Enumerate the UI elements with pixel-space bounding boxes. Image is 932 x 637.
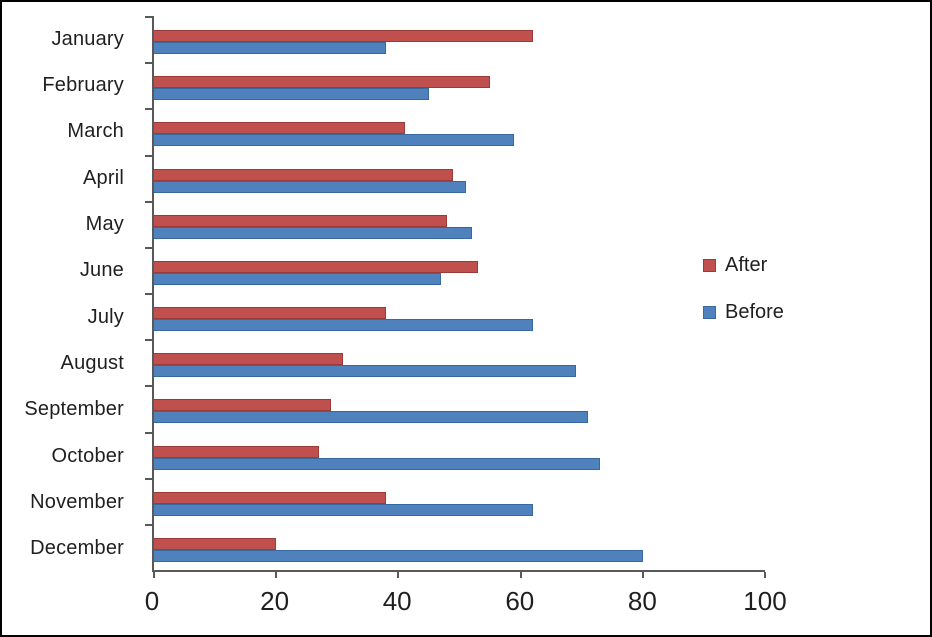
- category-axis-tick: [145, 339, 153, 342]
- category-row: [145, 385, 765, 431]
- bar-after-february: [154, 76, 491, 89]
- bar-before-october: [154, 457, 601, 470]
- category-axis-tick: [145, 477, 153, 480]
- bar-before-september: [154, 411, 588, 424]
- value-axis-tick: [641, 572, 644, 578]
- value-axis-label-20: 20: [260, 586, 290, 616]
- category-axis-tick: [145, 523, 153, 526]
- bar-before-december: [154, 549, 643, 562]
- category-axis-tick: [145, 154, 153, 157]
- category-axis-tick: [145, 293, 153, 296]
- before-series-swatch-icon: [703, 305, 716, 319]
- value-axis-tick: [519, 572, 522, 578]
- value-axis-tick: [153, 572, 155, 578]
- category-label-march: March: [67, 120, 124, 143]
- bar-after-may: [154, 214, 448, 227]
- category-row: [145, 246, 765, 293]
- category-row: [145, 293, 765, 339]
- bar-before-august: [154, 365, 576, 378]
- category-row: [145, 62, 765, 108]
- bar-before-november: [154, 503, 533, 516]
- bar-after-november: [154, 491, 387, 504]
- value-axis-label-40: 40: [382, 586, 412, 616]
- legend-item-before: Before: [703, 300, 823, 323]
- bar-after-march: [154, 122, 405, 135]
- category-label-august: August: [60, 351, 124, 374]
- category-axis-tick: [145, 62, 153, 65]
- legend-item-after: After: [703, 253, 823, 276]
- category-row: [145, 16, 765, 62]
- category-axis-tick: [145, 431, 153, 434]
- category-label-december: December: [30, 537, 124, 560]
- bar-before-june: [154, 272, 442, 285]
- category-axis-tick: [145, 246, 153, 249]
- bar-after-december: [154, 537, 277, 550]
- value-axis-tick: [275, 572, 278, 578]
- category-axis-tick: [145, 16, 153, 18]
- category-label-february: February: [42, 73, 124, 96]
- bar-after-october: [154, 445, 319, 458]
- value-axis-tick: [397, 572, 400, 578]
- value-axis-label-80: 80: [627, 586, 657, 616]
- category-axis-tick: [145, 385, 153, 388]
- value-axis-label-100: 100: [743, 586, 787, 616]
- value-axis-tick: [764, 572, 766, 578]
- bar-after-january: [154, 30, 533, 42]
- bar-before-february: [154, 88, 429, 101]
- bar-before-july: [154, 319, 533, 332]
- value-axis-label-60: 60: [505, 586, 535, 616]
- category-row: [145, 200, 765, 247]
- category-label-november: November: [30, 490, 124, 513]
- category-row: [145, 431, 765, 478]
- bar-before-may: [154, 226, 472, 239]
- bar-after-june: [154, 260, 478, 273]
- category-row: [145, 339, 765, 385]
- value-axis-label-0: 0: [144, 586, 160, 616]
- bar-after-april: [154, 168, 454, 181]
- bar-after-july: [154, 307, 387, 320]
- category-label-october: October: [51, 444, 124, 467]
- legend-label-before: Before: [725, 300, 784, 323]
- category-axis-tick: [145, 108, 153, 111]
- category-row: [145, 108, 765, 154]
- category-label-april: April: [82, 166, 124, 189]
- bar-after-september: [154, 399, 332, 412]
- bar-after-august: [154, 353, 344, 366]
- bar-before-april: [154, 180, 466, 193]
- category-label-june: June: [79, 259, 124, 282]
- legend-label-after: After: [725, 253, 768, 276]
- category-label-july: July: [87, 305, 124, 328]
- category-row: [145, 477, 765, 524]
- plot-area: [145, 16, 766, 578]
- category-axis-tick: [145, 200, 153, 203]
- bar-before-january: [154, 42, 387, 54]
- value-axis-labels: 0 20 40 60 80 100: [145, 586, 787, 626]
- legend: After Before: [703, 253, 823, 349]
- category-row: [145, 523, 765, 570]
- category-axis-labels: January February March April May June July Augu…: [2, 16, 124, 572]
- category-label-january: January: [51, 27, 124, 50]
- category-label-may: May: [85, 212, 124, 235]
- after-series-swatch-icon: [703, 258, 716, 272]
- category-label-september: September: [24, 398, 124, 421]
- category-row: [145, 154, 765, 201]
- bar-before-march: [154, 134, 515, 147]
